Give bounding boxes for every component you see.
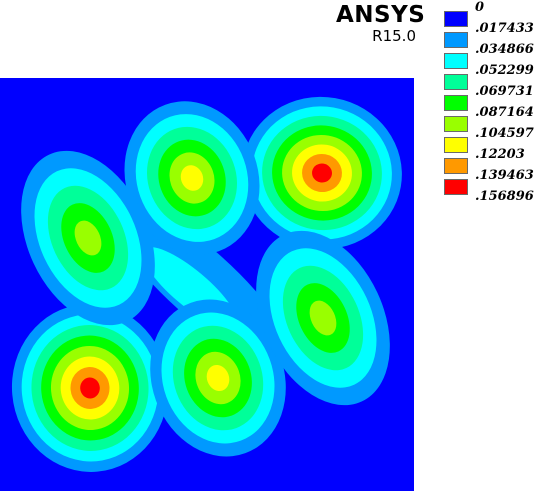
contour-plot-svg	[0, 78, 414, 491]
legend-label-9: .139463	[475, 168, 534, 183]
contour-band-level-6	[206, 364, 230, 392]
legend-label-10: .156896	[475, 189, 534, 204]
lobe-top-center	[124, 101, 260, 255]
legend-swatch-1	[444, 11, 468, 27]
contour-band-level-6	[180, 165, 204, 191]
legend-swatch-6	[444, 116, 468, 132]
contour-band-level-5	[74, 220, 102, 256]
legend-label-3: .034866	[475, 42, 534, 57]
contour-plot	[0, 78, 414, 491]
contour-band-level-8	[80, 377, 100, 399]
lobe-bottom-center	[150, 299, 286, 457]
legend-swatch-8	[444, 158, 468, 174]
legend-swatch-5	[444, 95, 468, 111]
legend-label-7: .104597	[475, 126, 534, 141]
lobe-left	[21, 150, 155, 326]
legend-label-4: .052299	[475, 63, 534, 78]
legend-swatch-3	[444, 53, 468, 69]
contour-band-level-5	[309, 300, 337, 336]
contour-band-level-8	[312, 163, 332, 183]
legend-swatch-9	[444, 179, 468, 195]
legend-label-6: .087164	[475, 105, 534, 120]
lobe-bottom-left	[11, 304, 169, 472]
contour-lobes	[11, 96, 402, 472]
legend-label-1: 0	[475, 0, 485, 15]
legend-swatch-2	[444, 32, 468, 48]
legend-label-8: .12203	[475, 147, 525, 162]
contour-legend: 0 .017433 .034866 .052299 .069731 .08716…	[440, 0, 538, 204]
product-name: ANSYS	[336, 2, 426, 28]
release-version: R15.0	[372, 27, 416, 45]
ansys-branding: ANSYS R15.0	[336, 2, 426, 45]
legend-label-5: .069731	[475, 84, 534, 99]
legend-swatch-4	[444, 74, 468, 90]
legend-label-2: .017433	[475, 21, 534, 36]
lobe-right	[256, 230, 390, 406]
legend-swatch-7	[444, 137, 468, 153]
lobe-top-right	[242, 96, 402, 250]
